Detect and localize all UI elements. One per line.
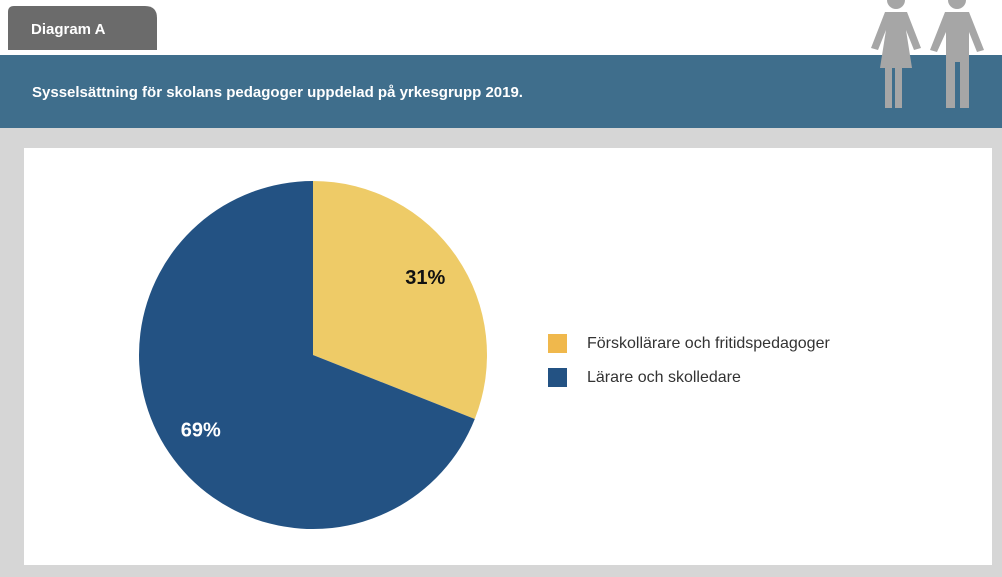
tab [8,6,157,50]
pie-slice [138,181,475,530]
data-label: 31% [405,267,445,289]
data-label: 69% [181,420,221,442]
chart-title: Sysselsättning för skolans pedagoger upp… [32,84,523,101]
legend-label: Lärare och skolledare [587,369,741,386]
title-band [0,55,1002,128]
pie-slice [313,181,487,420]
people-icon [871,0,984,108]
legend-label: Förskollärare och fritidspedagoger [587,335,830,352]
legend-swatch [548,334,567,353]
tab-label: Diagram A [31,21,106,38]
legend-swatch [548,368,567,387]
